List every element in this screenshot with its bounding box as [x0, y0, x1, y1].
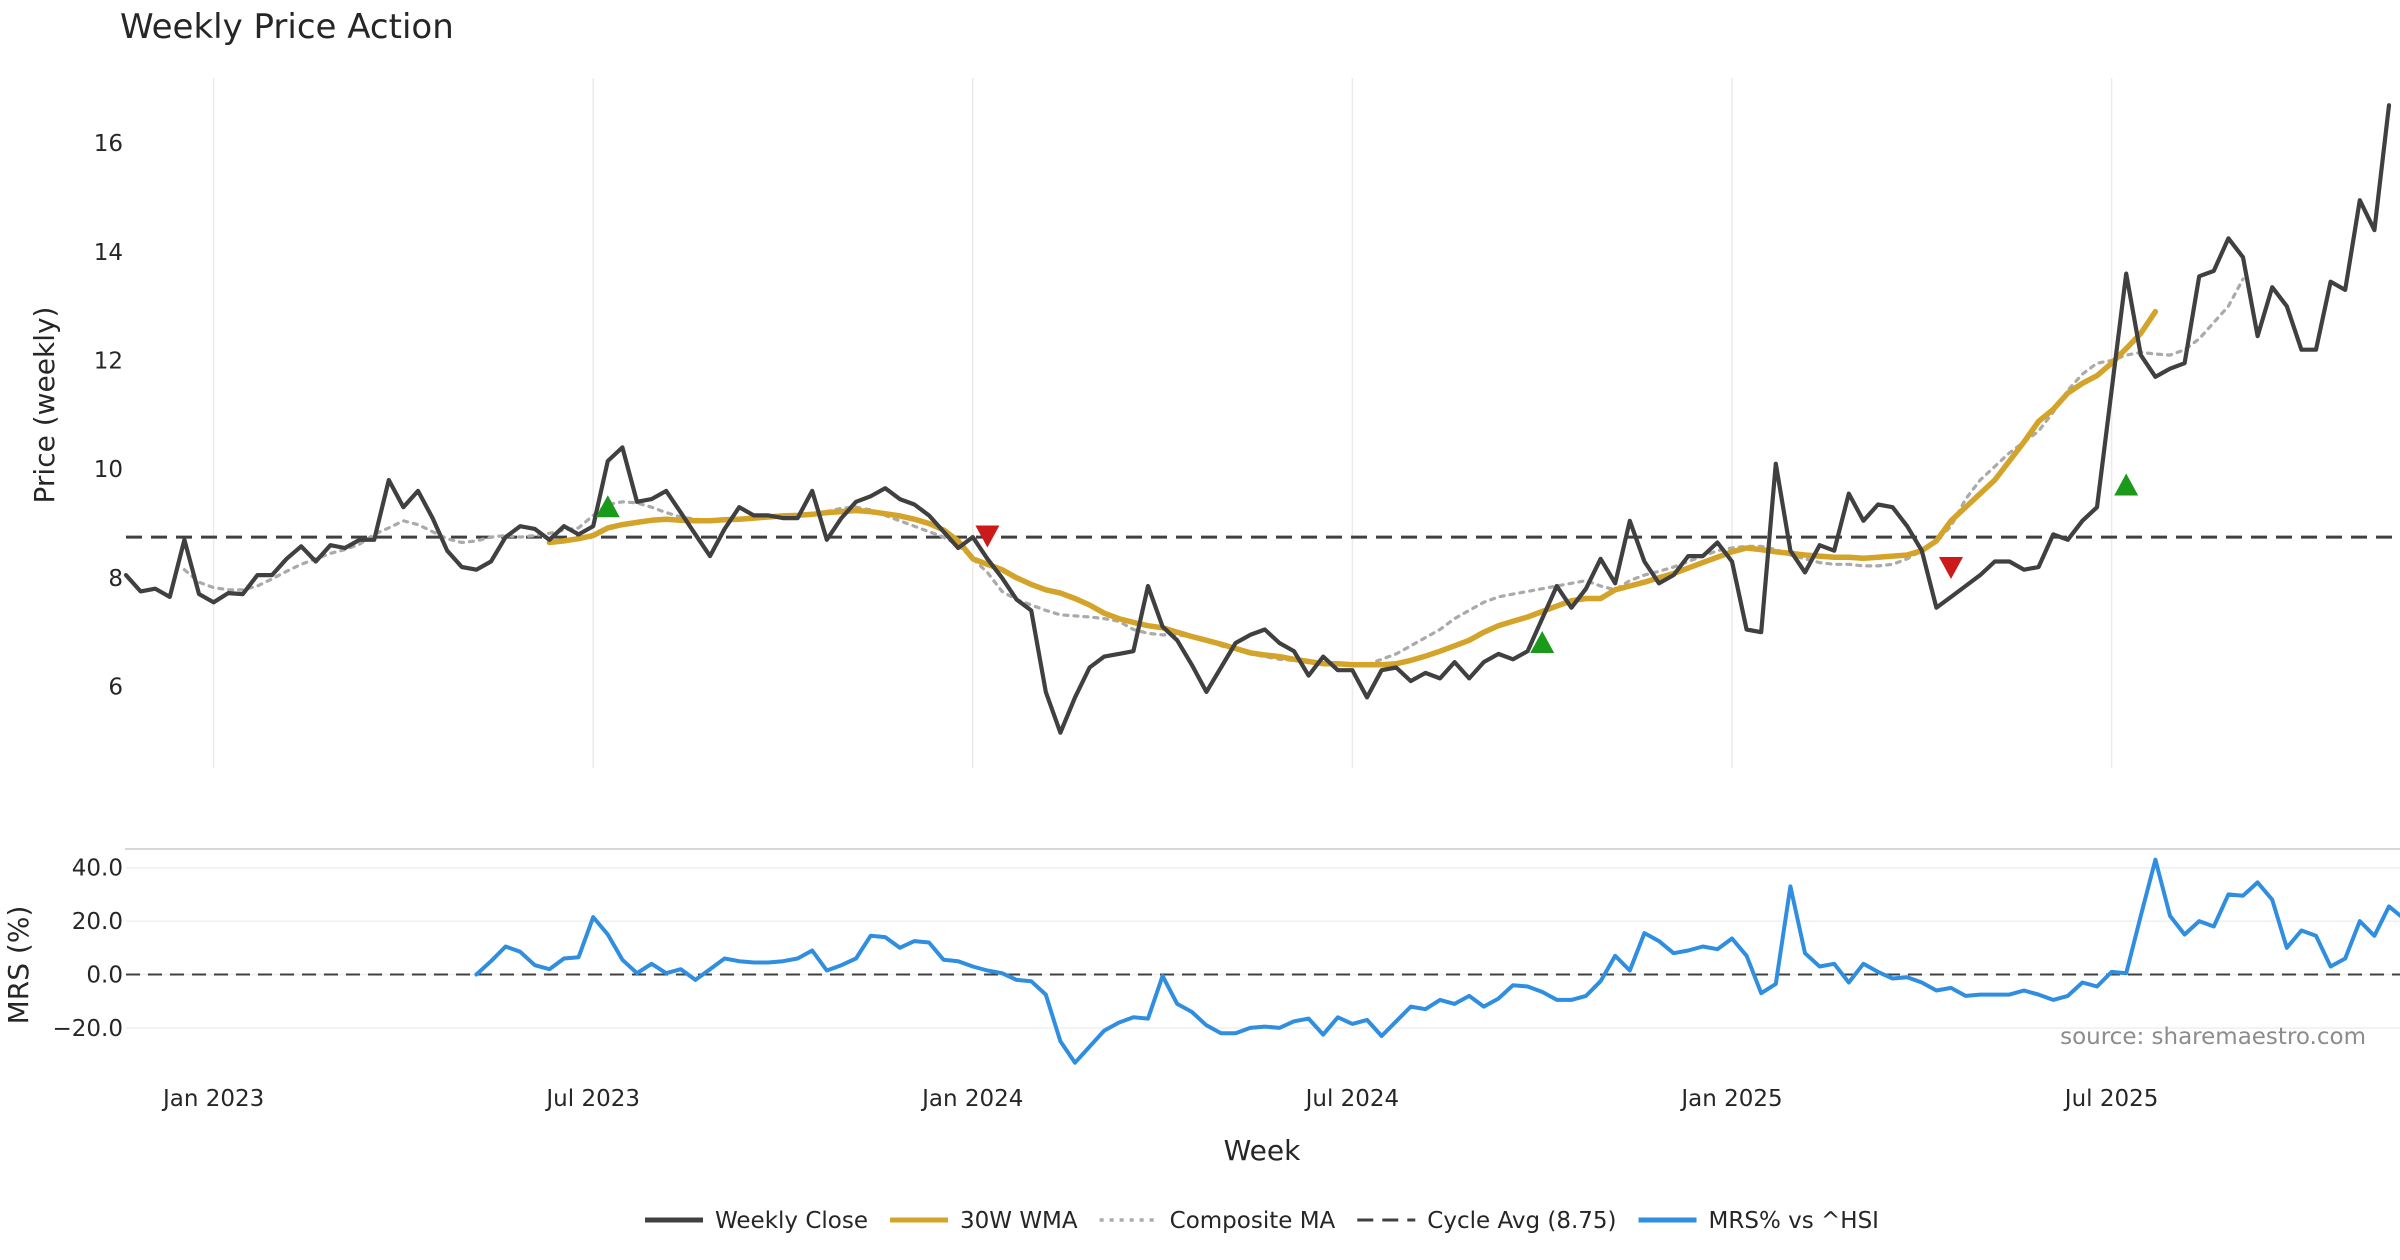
price-y-tick-label: 10 [94, 457, 123, 483]
price-y-tick-label: 6 [108, 675, 123, 701]
legend-label: Cycle Avg (8.75) [1427, 1208, 1616, 1234]
x-ticks: Jan 2023 Jul 2023 Jan 2024 Jul 2024 Jan 2025… [161, 1086, 2158, 1112]
mrs-y-tick-label: 0.0 [86, 963, 123, 989]
legend-item: Weekly Close [645, 1208, 868, 1234]
x-tick-label: Jul 2025 [2063, 1086, 2159, 1112]
x-tick-label: Jan 2023 [161, 1086, 264, 1112]
mrs-y-tick-label: 40.0 [72, 856, 123, 882]
legend-label: Composite MA [1170, 1208, 1336, 1234]
legend-label: Weekly Close [715, 1208, 868, 1234]
price-series [123, 103, 2392, 735]
price-y-tick-label: 8 [108, 566, 123, 592]
price-y-tick-label: 12 [94, 349, 123, 375]
legend: Weekly Close 30W WMA Composite MA Cycle Avg… [645, 1208, 1879, 1234]
weekly-close-line [123, 103, 2392, 735]
x-tick-label: Jan 2024 [920, 1086, 1023, 1112]
legend-label: 30W WMA [960, 1208, 1078, 1234]
legend-item: Cycle Avg (8.75) [1357, 1208, 1617, 1234]
x-tick-label: Jul 2024 [1304, 1086, 1400, 1112]
price-y-axis-label: Price (weekly) [28, 307, 61, 504]
chart-title: Weekly Price Action [120, 7, 454, 47]
sell-signal-marker [1939, 556, 1963, 579]
legend-item: 30W WMA [890, 1208, 1078, 1234]
x-tick-label: Jan 2025 [1679, 1086, 1782, 1112]
x-tick-label: Jul 2023 [544, 1086, 640, 1112]
price-y-tick-label: 14 [94, 240, 123, 266]
sell-signal-marker [975, 525, 1000, 548]
source-label: source: sharemaestro.com [2060, 1024, 2366, 1050]
buy-signal-marker [595, 495, 620, 518]
mrs-y-ticks: −20.0 0.0 20.0 40.0 [53, 856, 123, 1042]
legend-item: Composite MA [1099, 1208, 1336, 1234]
mrs-y-tick-label: 20.0 [72, 909, 123, 935]
mrs-grid [126, 866, 2400, 1029]
buy-signal-marker [2114, 473, 2139, 496]
mrs-y-tick-label: −20.0 [53, 1016, 123, 1042]
legend-item: MRS% vs ^HSI [1638, 1208, 1879, 1234]
price-y-tick-label: 16 [94, 131, 123, 157]
mrs-series [474, 857, 2400, 1065]
mrs-y-axis-label: MRS (%) [2, 906, 35, 1025]
legend-label: MRS% vs ^HSI [1709, 1208, 1879, 1234]
price-grid [212, 78, 2113, 768]
buy-signal-marker [1530, 631, 1555, 654]
signals [595, 473, 2139, 654]
price-y-ticks: 6 8 10 12 14 16 [94, 131, 123, 700]
mrs-line [474, 857, 2400, 1065]
x-axis-label: Week [1224, 1134, 1301, 1167]
